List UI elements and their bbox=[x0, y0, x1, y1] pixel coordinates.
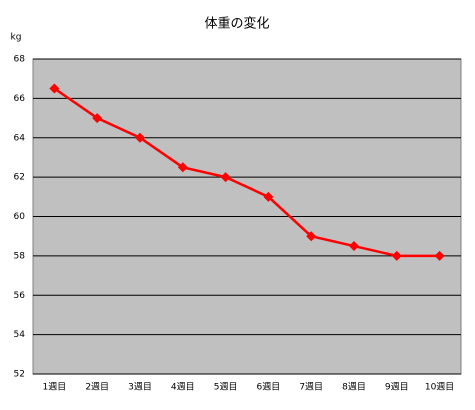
x-tick-label: 6週目 bbox=[257, 382, 281, 393]
marker bbox=[391, 250, 402, 261]
x-tick-label: 5週目 bbox=[214, 382, 238, 393]
marker bbox=[49, 83, 60, 94]
x-tick-label: 7週目 bbox=[299, 382, 323, 393]
y-tick-label: 66 bbox=[14, 94, 26, 104]
y-axis-label: kg bbox=[11, 33, 22, 43]
y-tick-label: 56 bbox=[14, 291, 26, 301]
y-tick-label: 64 bbox=[14, 133, 26, 143]
y-tick-label: 68 bbox=[14, 55, 26, 65]
marker bbox=[220, 172, 231, 183]
x-tick-label: 3週目 bbox=[128, 382, 152, 393]
marker bbox=[349, 241, 359, 252]
marker bbox=[263, 191, 274, 202]
marker bbox=[135, 132, 145, 143]
x-tick-label: 1週目 bbox=[43, 382, 67, 393]
y-tick-label: 58 bbox=[14, 251, 26, 261]
x-tick-label: 4週目 bbox=[171, 382, 195, 393]
y-tick-label: 52 bbox=[14, 370, 25, 380]
marker bbox=[306, 231, 317, 242]
line bbox=[53, 87, 440, 258]
chart-title: 体重の変化 bbox=[204, 16, 269, 32]
y-tick-label: 62 bbox=[14, 173, 25, 183]
y-tick-label: 60 bbox=[14, 212, 26, 222]
marker bbox=[177, 162, 188, 173]
x-tick-label: 2週目 bbox=[85, 382, 109, 393]
x-tick-label: 9週目 bbox=[385, 382, 409, 393]
y-tick-label: 54 bbox=[14, 330, 26, 340]
marker bbox=[434, 250, 445, 261]
x-tick-label: 10週目 bbox=[425, 382, 454, 393]
x-tick-label: 8週目 bbox=[342, 382, 366, 393]
marker bbox=[92, 113, 103, 124]
